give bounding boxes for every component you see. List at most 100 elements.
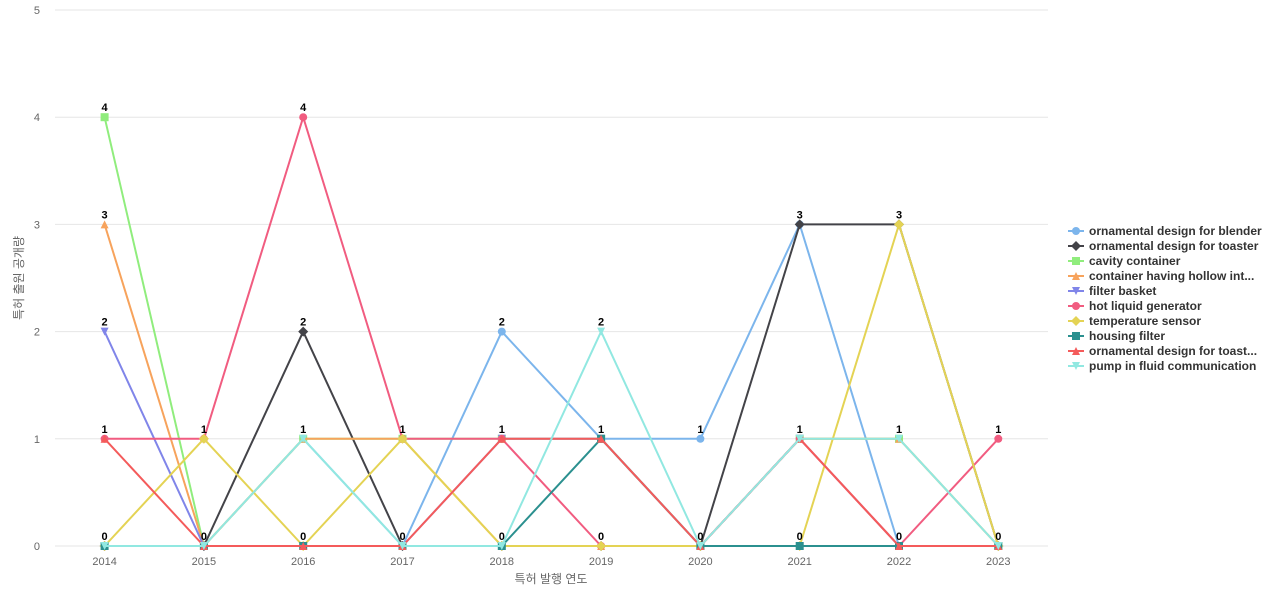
legend-marker xyxy=(1072,302,1080,310)
legend-item[interactable]: ornamental design for toaster xyxy=(1068,239,1259,253)
x-tick-label: 2021 xyxy=(787,556,811,568)
y-tick-label: 1 xyxy=(34,434,40,446)
data-point xyxy=(497,434,506,443)
data-label: 1 xyxy=(598,424,604,436)
legend-item[interactable]: pump in fluid communication xyxy=(1068,359,1256,373)
data-point xyxy=(696,542,705,550)
series-line xyxy=(104,330,1000,547)
x-tick-label: 2020 xyxy=(688,556,712,568)
x-tick-label: 2014 xyxy=(92,556,116,568)
data-point xyxy=(100,327,109,336)
legend-marker xyxy=(1072,332,1080,340)
data-label: 1 xyxy=(399,424,405,436)
data-point xyxy=(199,542,208,550)
series-layer xyxy=(99,113,1004,551)
data-point xyxy=(895,434,903,443)
data-label: 0 xyxy=(697,531,703,543)
data-point xyxy=(795,542,804,550)
data-point xyxy=(100,220,109,229)
data-label: 0 xyxy=(300,531,306,543)
data-point xyxy=(497,542,506,550)
data-point xyxy=(100,542,109,550)
x-axis-title: 특허 발행 연도 xyxy=(515,571,588,586)
data-point xyxy=(596,541,607,551)
data-label: 0 xyxy=(598,531,604,543)
x-tick-label: 2023 xyxy=(986,556,1010,568)
data-label: 1 xyxy=(995,424,1001,436)
data-point xyxy=(597,434,606,443)
legend-item[interactable]: hot liquid generator xyxy=(1068,299,1202,313)
data-point xyxy=(994,434,1003,443)
series-group xyxy=(100,327,1003,550)
data-point xyxy=(299,542,308,550)
data-label: 4 xyxy=(300,102,307,114)
legend-label: ornamental design for toast... xyxy=(1089,344,1257,358)
data-point xyxy=(795,434,804,443)
data-label: 0 xyxy=(399,531,405,543)
legend-item[interactable]: temperature sensor xyxy=(1068,314,1201,328)
legend-item[interactable]: ornamental design for toast... xyxy=(1068,344,1257,358)
data-point xyxy=(397,433,408,444)
legend-marker xyxy=(1071,241,1081,251)
legend-marker xyxy=(1072,272,1080,280)
data-label: 1 xyxy=(201,424,207,436)
data-label: 3 xyxy=(797,209,803,221)
legend-item[interactable]: filter basket xyxy=(1068,284,1156,298)
data-label: 2 xyxy=(499,317,505,329)
legend-item[interactable]: cavity container xyxy=(1068,254,1181,268)
grid-layer xyxy=(55,9,1048,547)
x-tick-label: 2019 xyxy=(589,556,613,568)
legend-label: container having hollow int... xyxy=(1089,269,1254,283)
data-label: 3 xyxy=(896,209,902,221)
data-label: 2 xyxy=(102,317,108,329)
data-point xyxy=(597,327,606,336)
data-point xyxy=(299,434,308,443)
legend-label: hot liquid generator xyxy=(1089,299,1202,313)
data-label: 0 xyxy=(499,531,505,543)
x-tick-label: 2015 xyxy=(192,556,216,568)
legend-marker xyxy=(1071,316,1081,326)
legend-label: ornamental design for blender xyxy=(1089,224,1262,238)
legend-item[interactable]: housing filter xyxy=(1068,329,1165,343)
data-point xyxy=(894,219,904,230)
data-label: 0 xyxy=(102,531,108,543)
data-label: 1 xyxy=(499,424,505,436)
legend-marker xyxy=(1072,287,1080,295)
data-label-layer: 4 3 2 1 0 1 0 4 2 1 0 1 0 2 1 0 2 1 0 1 0 3 1 0 3 1 0 1 0 xyxy=(102,102,1002,543)
data-point xyxy=(497,327,506,336)
data-label: 1 xyxy=(697,424,703,436)
data-label: 4 xyxy=(102,102,109,114)
data-label: 0 xyxy=(896,531,902,543)
legend-item[interactable]: ornamental design for blender xyxy=(1068,224,1262,238)
legend-marker xyxy=(1072,347,1080,355)
y-tick-label: 3 xyxy=(34,219,40,231)
y-tick-label: 5 xyxy=(34,5,40,17)
data-label: 1 xyxy=(797,424,803,436)
legend: ornamental design for blenderornamental … xyxy=(1068,224,1262,373)
legend-marker xyxy=(1072,362,1080,370)
legend-label: ornamental design for toaster xyxy=(1089,239,1259,253)
series-group xyxy=(100,434,1003,550)
series-line xyxy=(104,437,999,547)
legend-label: housing filter xyxy=(1089,329,1165,343)
data-label: 1 xyxy=(102,424,108,436)
legend-label: filter basket xyxy=(1089,284,1156,298)
legend-marker xyxy=(1072,257,1080,265)
data-label: 0 xyxy=(201,531,207,543)
legend-label: cavity container xyxy=(1089,254,1181,268)
data-point xyxy=(299,113,308,122)
legend-item[interactable]: container having hollow int... xyxy=(1068,269,1254,283)
data-label: 1 xyxy=(300,424,306,436)
data-label: 0 xyxy=(995,531,1001,543)
data-point xyxy=(895,542,903,550)
y-tick-label: 0 xyxy=(34,541,40,553)
x-tick-label: 2018 xyxy=(490,556,514,568)
data-point xyxy=(994,542,1003,550)
data-label: 3 xyxy=(102,209,108,221)
x-tick-label: 2017 xyxy=(390,556,414,568)
y-tick-label: 2 xyxy=(34,327,40,339)
data-point xyxy=(696,434,705,443)
